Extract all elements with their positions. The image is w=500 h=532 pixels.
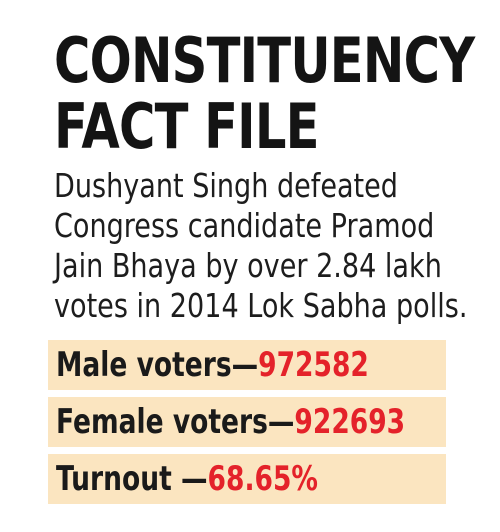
male-voters-stat: Male voters—972582 <box>48 340 446 390</box>
female-voters-value: 922693 <box>294 402 406 442</box>
male-voters-label: Male voters— <box>56 345 259 385</box>
male-voters-text: Male voters—972582 <box>56 344 369 386</box>
turnout-stat: Turnout —68.65% <box>48 454 446 504</box>
description-line: Congress candidate Pramod <box>54 206 435 245</box>
female-voters-stat: Female voters—922693 <box>48 397 446 447</box>
description-line: votes in 2014 Lok Sabha polls. <box>54 286 468 325</box>
title-line-1: CONSTITUENCY <box>54 24 475 97</box>
female-voters-text: Female voters—922693 <box>56 401 405 443</box>
turnout-label: Turnout — <box>56 459 208 499</box>
description-line: Jain Bhaya by over 2.84 lakh <box>54 246 442 285</box>
male-voters-value: 972582 <box>258 345 369 385</box>
fact-file-title: CONSTITUENCY FACT FILE <box>54 24 475 163</box>
description-line: Dushyant Singh defeated <box>54 166 398 205</box>
turnout-value: 68.65% <box>207 459 319 499</box>
description-paragraph: Dushyant Singh defeated Congress candida… <box>54 166 468 326</box>
title-line-2: FACT FILE <box>54 90 320 163</box>
turnout-text: Turnout —68.65% <box>56 458 318 500</box>
female-voters-label: Female voters— <box>56 402 295 442</box>
